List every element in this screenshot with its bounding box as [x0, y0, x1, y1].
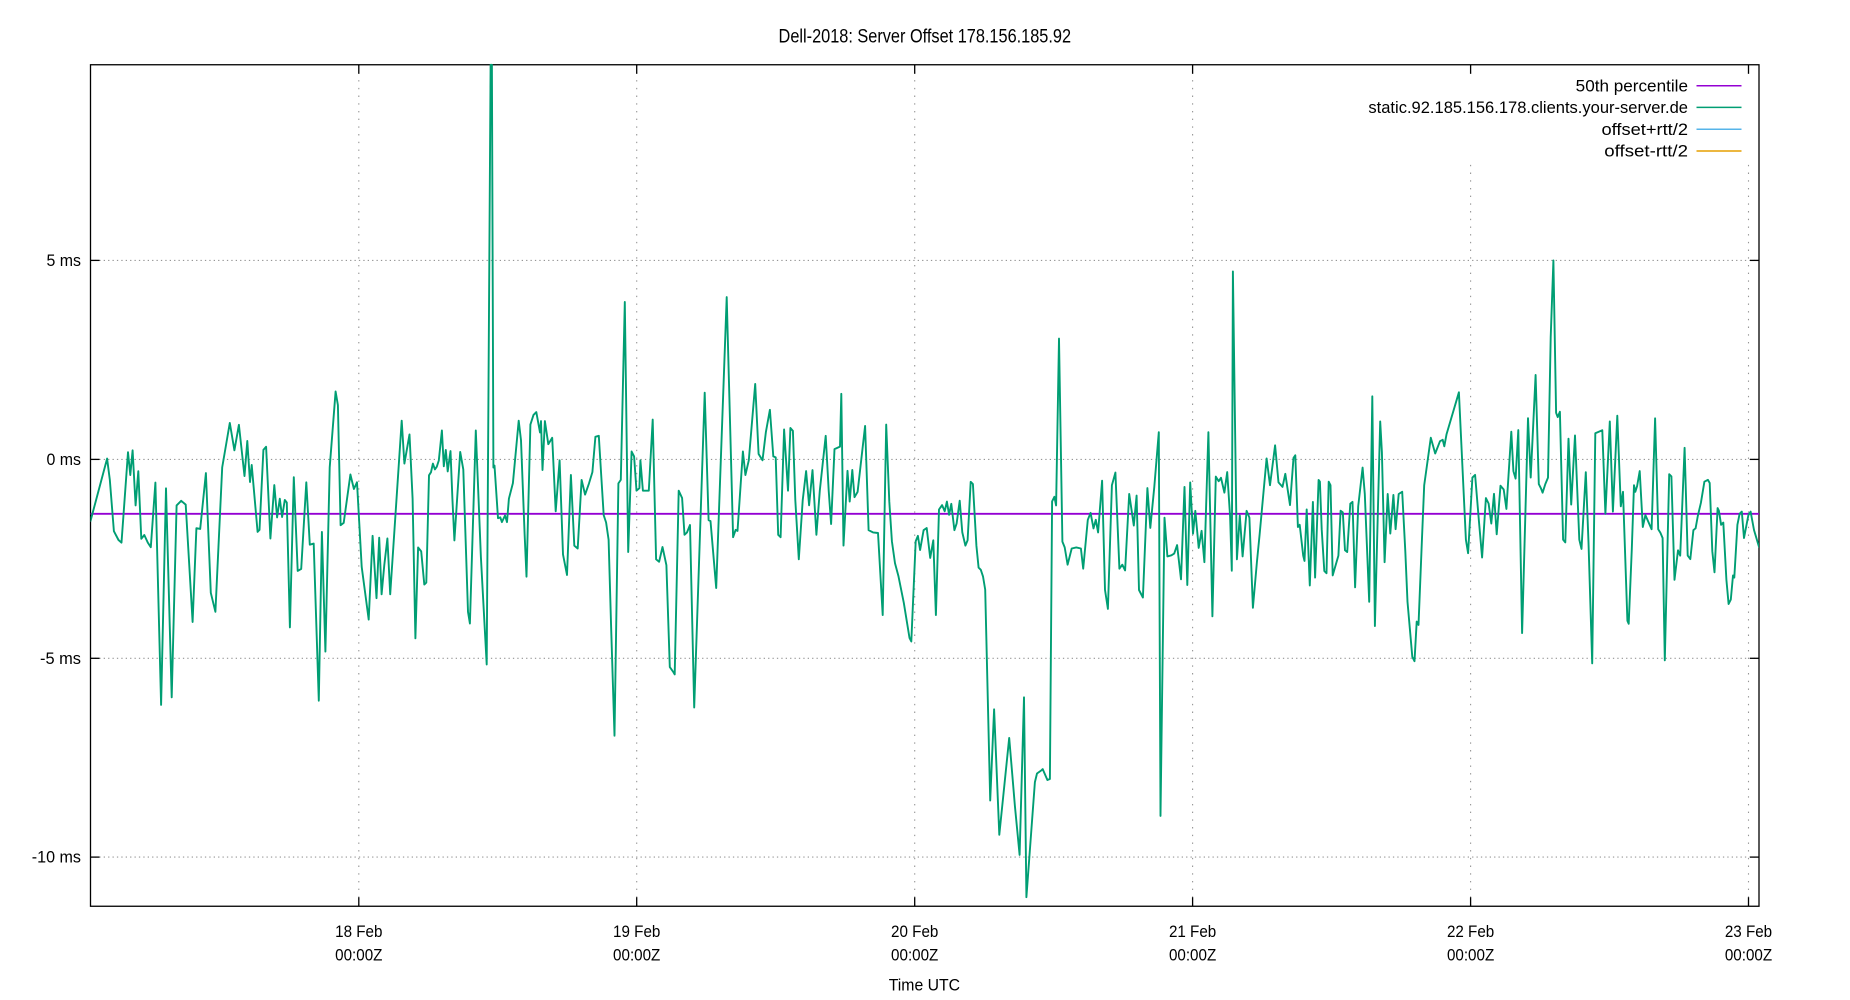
svg-text:static.92.185.156.178.clients.: static.92.185.156.178.clients.your-serve…: [1368, 98, 1688, 117]
svg-text:23 Feb: 23 Feb: [1725, 922, 1772, 941]
svg-text:Time UTC: Time UTC: [889, 976, 960, 995]
svg-text:00:00Z: 00:00Z: [891, 945, 938, 964]
svg-text:21 Feb: 21 Feb: [1169, 922, 1216, 941]
svg-text:offset-rtt/2: offset-rtt/2: [1604, 142, 1688, 161]
svg-text:00:00Z: 00:00Z: [613, 945, 660, 964]
svg-text:00:00Z: 00:00Z: [1447, 945, 1494, 964]
svg-text:-5 ms: -5 ms: [40, 649, 81, 668]
svg-text:00:00Z: 00:00Z: [335, 945, 382, 964]
svg-text:5 ms: 5 ms: [47, 251, 82, 270]
svg-text:18 Feb: 18 Feb: [335, 922, 382, 941]
svg-text:Dell-2018: Server Offset 178.1: Dell-2018: Server Offset 178.156.185.92: [779, 26, 1072, 48]
svg-text:0 ms: 0 ms: [47, 450, 82, 469]
svg-text:22 Feb: 22 Feb: [1447, 922, 1494, 941]
svg-text:20 Feb: 20 Feb: [891, 922, 938, 941]
svg-text:-10 ms: -10 ms: [32, 848, 81, 867]
svg-text:00:00Z: 00:00Z: [1725, 945, 1772, 964]
svg-text:00:00Z: 00:00Z: [1169, 945, 1216, 964]
svg-text:19 Feb: 19 Feb: [613, 922, 660, 941]
svg-text:offset+rtt/2: offset+rtt/2: [1602, 120, 1689, 139]
svg-text:50th percentile: 50th percentile: [1576, 76, 1688, 95]
